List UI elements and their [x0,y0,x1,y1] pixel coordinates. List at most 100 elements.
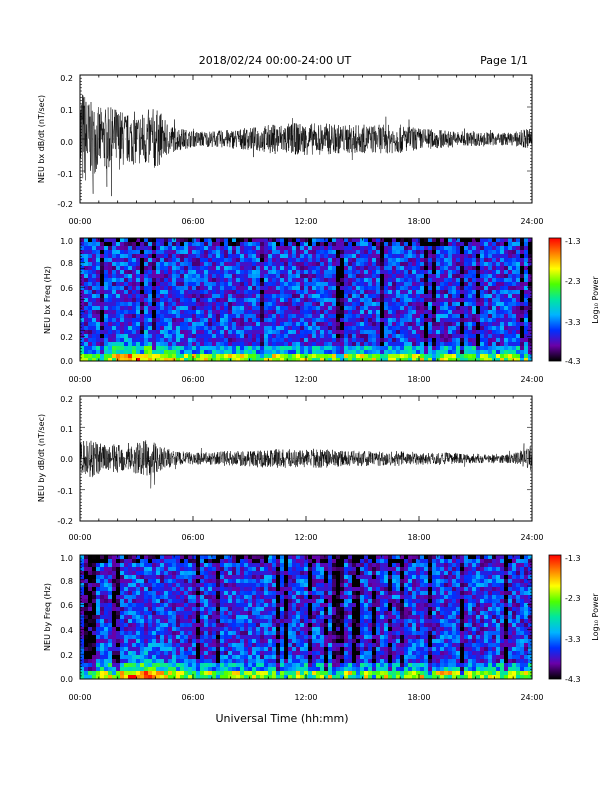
heatmap-cell [320,250,324,254]
heatmap-cell [420,338,424,342]
heatmap-cell [332,350,336,354]
heatmap-cell [480,350,484,354]
heatmap-cell [360,318,364,322]
heatmap-cell [412,282,416,286]
heatmap-cell [308,322,312,326]
heatmap-cell [300,334,304,338]
heatmap-cell [236,322,240,326]
heatmap-cell [196,635,200,639]
heatmap-cell [388,290,392,294]
heatmap-cell [164,675,168,679]
heatmap-cell [464,278,468,282]
heatmap-cell [512,250,516,254]
heatmap-cell [332,238,336,242]
heatmap-cell [240,326,244,330]
heatmap-cell [240,314,244,318]
heatmap-cell [204,242,208,246]
heatmap-cell [260,322,264,326]
heatmap-cell [108,246,112,250]
heatmap-cell [120,671,124,675]
heatmap-cell [160,278,164,282]
heatmap-cell [136,567,140,571]
heatmap-cell [476,350,480,354]
heatmap-cell [312,282,316,286]
heatmap-cell [96,294,100,298]
heatmap-cell [96,639,100,643]
heatmap-cell [184,342,188,346]
heatmap-cell [104,338,108,342]
heatmap-cell [392,290,396,294]
heatmap-cell [172,326,176,330]
heatmap-cell [176,675,180,679]
heatmap-cell [348,318,352,322]
heatmap-cell [352,290,356,294]
heatmap-cell [184,354,188,358]
heatmap-cell [212,595,216,599]
heatmap-cell [168,238,172,242]
heatmap-cell [444,330,448,334]
heatmap-cell [188,282,192,286]
heatmap-cell [100,619,104,623]
heatmap-cell [288,302,292,306]
heatmap-cell [172,571,176,575]
heatmap-cell [124,298,128,302]
heatmap-cell [344,290,348,294]
heatmap-cell [224,270,228,274]
heatmap-cell [80,675,84,679]
heatmap-cell [140,555,144,559]
heatmap-cell [396,286,400,290]
heatmap-cell [192,591,196,595]
heatmap-cell [232,298,236,302]
heatmap-cell [500,282,504,286]
heatmap-cell [192,338,196,342]
heatmap-cell [124,567,128,571]
heatmap-cell [140,330,144,334]
heatmap-cell [100,262,104,266]
heatmap-cell [240,346,244,350]
heatmap-cell [460,314,464,318]
heatmap-cell [160,346,164,350]
heatmap-cell [268,274,272,278]
heatmap-cell [388,350,392,354]
heatmap-cell [156,575,160,579]
heatmap-cell [100,643,104,647]
heatmap-cell [120,302,124,306]
heatmap-cell [448,258,452,262]
heatmap-cell [92,306,96,310]
heatmap-cell [376,246,380,250]
heatmap-cell [320,314,324,318]
heatmap-cell [128,330,132,334]
heatmap-cell [276,278,280,282]
heatmap-cell [172,318,176,322]
heatmap-cell [296,250,300,254]
heatmap-cell [496,358,500,361]
heatmap-cell [88,675,92,679]
heatmap-cell [120,270,124,274]
heatmap-cell [208,270,212,274]
heatmap-cell [392,306,396,310]
heatmap-cell [96,635,100,639]
heatmap-cell [100,575,104,579]
heatmap-cell [84,274,88,278]
heatmap-cell [132,571,136,575]
heatmap-cell [200,599,204,603]
heatmap-cell [188,266,192,270]
heatmap-cell [480,358,484,361]
heatmap-cell [152,603,156,607]
heatmap-cell [116,286,120,290]
heatmap-cell [132,282,136,286]
heatmap-cell [108,338,112,342]
heatmap-cell [176,615,180,619]
heatmap-cell [460,318,464,322]
heatmap-cell [92,298,96,302]
heatmap-cell [140,671,144,675]
heatmap-cell [424,350,428,354]
heatmap-cell [340,294,344,298]
heatmap-cell [188,246,192,250]
heatmap-cell [436,294,440,298]
heatmap-cell [392,278,396,282]
heatmap-cell [436,282,440,286]
heatmap-cell [412,246,416,250]
heatmap-cell [148,334,152,338]
heatmap-cell [164,603,168,607]
